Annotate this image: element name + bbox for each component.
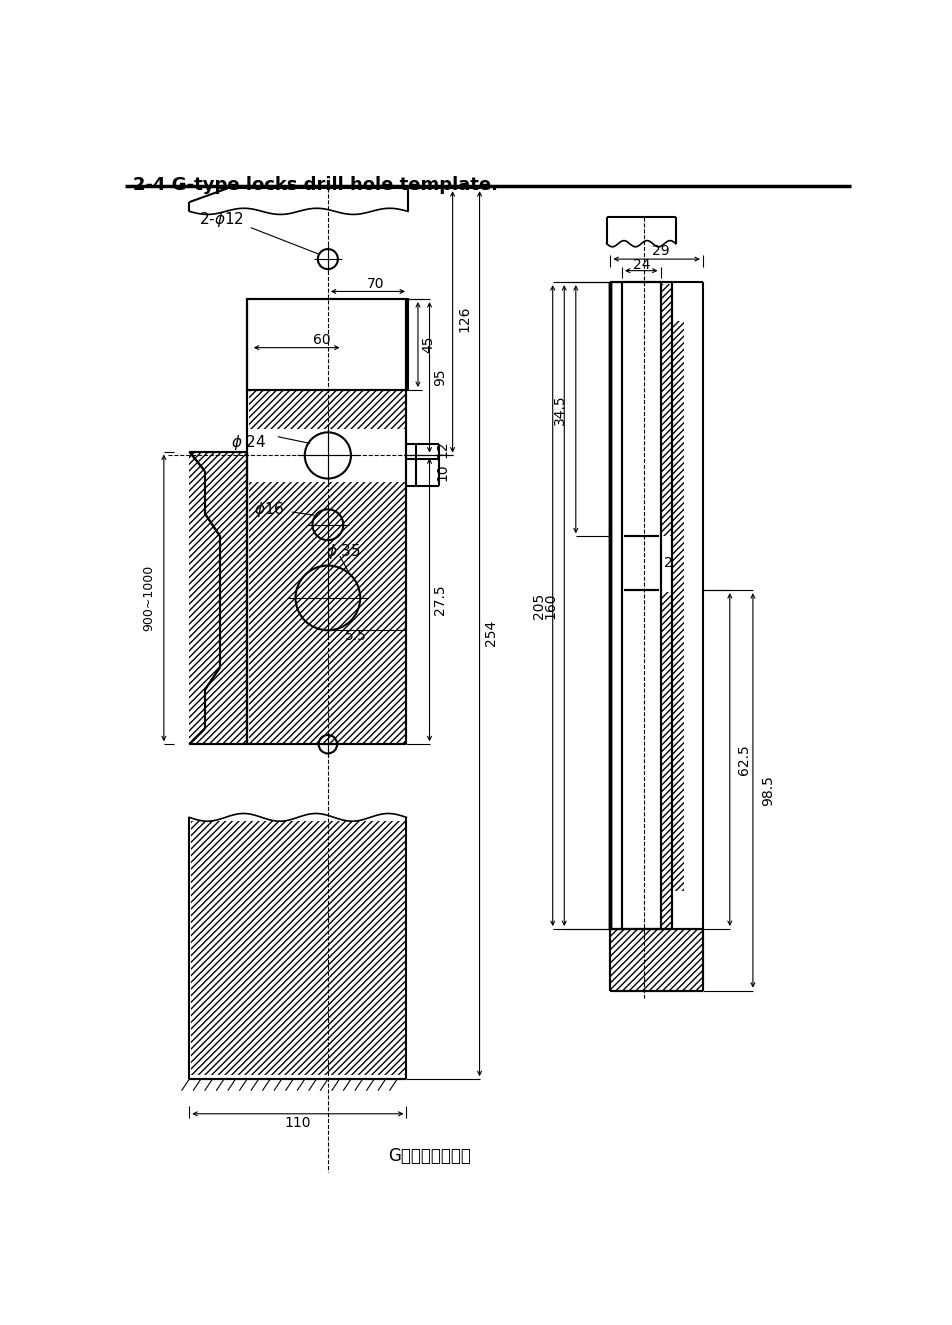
Text: 70: 70 xyxy=(367,277,384,290)
Text: 98.5: 98.5 xyxy=(761,775,775,806)
Bar xyxy=(671,321,683,890)
Bar xyxy=(610,929,703,991)
Text: 45: 45 xyxy=(421,335,434,354)
Bar xyxy=(190,822,405,1076)
Text: $\phi$ 24: $\phi$ 24 xyxy=(230,433,266,452)
Text: 900~1000: 900~1000 xyxy=(142,564,155,631)
Bar xyxy=(247,299,407,390)
Text: 34.5: 34.5 xyxy=(553,394,566,424)
Bar xyxy=(189,452,247,745)
Text: 254: 254 xyxy=(484,619,498,645)
Text: 2: 2 xyxy=(664,556,672,570)
Text: 2-$\phi$12: 2-$\phi$12 xyxy=(199,209,244,228)
Text: 95: 95 xyxy=(433,368,446,386)
Bar xyxy=(660,284,670,537)
Text: 10: 10 xyxy=(435,464,449,481)
Text: $\phi$16: $\phi$16 xyxy=(254,500,285,519)
Text: $\phi$ 35: $\phi$ 35 xyxy=(326,542,360,562)
Text: 126: 126 xyxy=(457,306,470,333)
Bar xyxy=(248,391,405,429)
Text: 2-4 G-type locks drill hole template.: 2-4 G-type locks drill hole template. xyxy=(133,176,498,193)
Bar xyxy=(660,321,671,474)
Text: G款锁木门开孔图: G款锁木门开孔图 xyxy=(387,1147,470,1165)
Text: 29: 29 xyxy=(651,244,668,258)
Text: 62.5: 62.5 xyxy=(736,745,750,775)
Text: 110: 110 xyxy=(285,1116,310,1130)
Text: 205: 205 xyxy=(531,592,545,619)
Bar xyxy=(660,592,670,929)
Text: 60: 60 xyxy=(312,333,330,347)
Text: 27.5: 27.5 xyxy=(433,584,446,615)
Text: 12: 12 xyxy=(435,440,449,458)
Text: 24: 24 xyxy=(632,258,649,272)
Bar xyxy=(248,482,405,745)
Text: 5.5: 5.5 xyxy=(345,629,367,644)
Text: 160: 160 xyxy=(543,592,557,619)
